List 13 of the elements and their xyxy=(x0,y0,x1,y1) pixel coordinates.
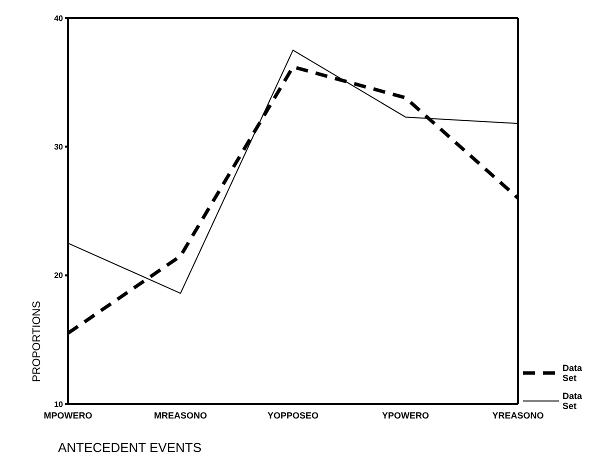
x-tick-label: MREASONO xyxy=(154,410,208,420)
y-tick-label: 30 xyxy=(54,142,64,152)
y-tick-label: 40 xyxy=(54,14,64,23)
x-tick-label: YPOWERO xyxy=(382,410,430,420)
legend-label: Data Set xyxy=(562,363,584,383)
legend-label: Data Set xyxy=(562,391,584,411)
x-axis-title: ANTECEDENT EVENTS xyxy=(58,440,202,455)
x-tick-label: YOPPOSEO xyxy=(267,410,319,420)
y-tick-label: 10 xyxy=(54,400,64,409)
y-axis-title: PROPORTIONS xyxy=(31,300,43,382)
y-tick-label: 20 xyxy=(54,271,64,280)
x-tick-label: YREASONO xyxy=(492,410,544,420)
x-tick-label: MPOWERO xyxy=(44,410,92,420)
